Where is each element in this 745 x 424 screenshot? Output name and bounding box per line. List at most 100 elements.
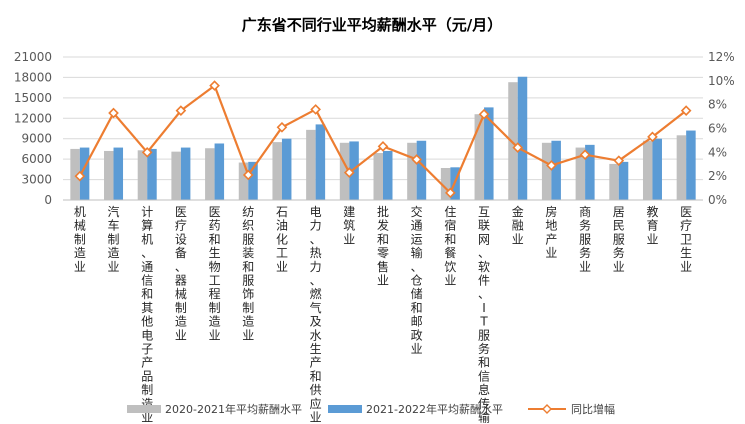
left-tick-label: 15000 bbox=[14, 91, 52, 105]
growth-marker bbox=[343, 167, 355, 178]
bar-2021-2022 bbox=[484, 107, 494, 200]
category-label: 医疗卫生业 bbox=[680, 205, 692, 274]
growth-marker bbox=[276, 121, 288, 133]
left-tick-label: 9000 bbox=[21, 132, 52, 146]
legend-label-2020-2021: 2020-2021年平均薪酬水平 bbox=[165, 402, 302, 416]
category-label: 汽车制造业 bbox=[108, 204, 120, 274]
bar-2020-2021 bbox=[407, 142, 417, 200]
bar-2020-2021 bbox=[205, 148, 215, 200]
growth-marker bbox=[242, 169, 254, 181]
bar-2020-2021 bbox=[474, 114, 485, 200]
bar-2021-2022 bbox=[281, 138, 292, 200]
category-label: 计算机、通信和其他电子产品制造业 bbox=[141, 205, 153, 424]
category-label: 金融业 bbox=[512, 204, 524, 246]
growth-marker bbox=[411, 154, 423, 165]
legend-swatch-2020-2021 bbox=[127, 405, 161, 413]
growth-line-series bbox=[74, 80, 692, 199]
growth-marker bbox=[478, 108, 490, 120]
bar-2021-2022 bbox=[180, 147, 191, 200]
category-label: 电力、热力、燃气及水生产和供应业 bbox=[310, 205, 322, 424]
bar-2021-2022 bbox=[517, 76, 528, 200]
left-tick-label: 3000 bbox=[21, 173, 52, 187]
growth-marker bbox=[141, 147, 153, 158]
legend-label-2021-2022: 2021-2022年平均薪酬水平 bbox=[366, 402, 503, 416]
growth-marker bbox=[579, 149, 591, 161]
right-tick-label: 0% bbox=[708, 193, 727, 207]
bar-2020-2021 bbox=[238, 162, 249, 200]
bar-2021-2022 bbox=[248, 161, 258, 200]
legend-swatch-2021-2022 bbox=[328, 405, 362, 413]
left-tick-label: 6000 bbox=[21, 152, 52, 166]
gridlines bbox=[63, 56, 703, 181]
bar-2020-2021 bbox=[575, 147, 586, 200]
category-label: 商务服务业 bbox=[579, 204, 591, 274]
category-label: 医疗设备、器械制造业 bbox=[175, 205, 187, 342]
category-label: 医药和生物工程制造业 bbox=[209, 205, 221, 342]
category-label: 居民服务业 bbox=[613, 205, 625, 274]
legend: 2020-2021年平均薪酬水平 2021-2022年平均薪酬水平 同比增幅 bbox=[127, 402, 615, 416]
category-label: 互联网、软件、IT服务和信息传输业 bbox=[478, 205, 490, 424]
bar-2021-2022 bbox=[147, 148, 157, 200]
growth-marker bbox=[310, 104, 321, 115]
bar-2020-2021 bbox=[676, 135, 687, 200]
bar-2020-2021 bbox=[171, 151, 181, 200]
bar-2021-2022 bbox=[652, 138, 662, 200]
bar-2020-2021 bbox=[508, 82, 518, 200]
left-tick-label: 12000 bbox=[14, 111, 52, 125]
category-label: 住宿和餐饮业 bbox=[444, 205, 456, 288]
growth-marker bbox=[209, 80, 220, 91]
right-tick-label: 10% bbox=[708, 74, 735, 88]
category-label: 教育业 bbox=[646, 204, 658, 246]
category-label: 房地产业 bbox=[545, 204, 557, 260]
category-label: 纺织服装和服饰制造业 bbox=[242, 205, 254, 342]
bar-2021-2022 bbox=[349, 141, 359, 200]
category-label: 批发和零售业 bbox=[377, 204, 389, 288]
bar-2021-2022 bbox=[113, 147, 124, 200]
growth-marker bbox=[613, 155, 625, 167]
legend-label-growth: 同比增幅 bbox=[571, 402, 615, 416]
left-axis: 0 3000 6000 9000 12000 15000 18000 21000 bbox=[14, 50, 52, 207]
bar-2020-2021 bbox=[642, 140, 653, 200]
growth-marker bbox=[445, 187, 456, 199]
growth-marker bbox=[647, 131, 658, 143]
bar-2021-2022 bbox=[79, 147, 90, 200]
category-labels: 机械制造业 汽车制造业 计算机、通信和其他电子产品制造业 医疗设备、器械制造业 医药和生… bbox=[74, 204, 692, 424]
bar-2020-2021 bbox=[609, 163, 619, 200]
category-label: 建筑业 bbox=[343, 205, 355, 246]
right-tick-label: 6% bbox=[708, 122, 727, 136]
growth-marker bbox=[680, 105, 692, 116]
bar-2021-2022 bbox=[214, 143, 225, 200]
bar-2020-2021 bbox=[373, 153, 383, 200]
right-axis: 0% 2% 4% 6% 8% 10% 12% bbox=[708, 50, 735, 207]
bar-2021-2022 bbox=[585, 144, 595, 200]
growth-marker bbox=[512, 142, 524, 153]
category-label: 交通运输、仓储和邮政业 bbox=[411, 204, 423, 356]
category-label: 石油化工业 bbox=[276, 205, 288, 274]
growth-marker bbox=[546, 160, 557, 171]
bar-2020-2021 bbox=[272, 142, 282, 200]
bar-2020-2021 bbox=[541, 142, 552, 200]
category-label: 机械制造业 bbox=[74, 205, 86, 274]
right-tick-label: 2% bbox=[708, 169, 727, 183]
growth-marker bbox=[108, 107, 119, 119]
right-tick-label: 12% bbox=[708, 50, 735, 64]
bar-2020-2021 bbox=[306, 129, 316, 200]
bar-2021-2022 bbox=[551, 140, 561, 200]
left-tick-label: 21000 bbox=[14, 50, 52, 64]
bar-2020-2021 bbox=[104, 150, 114, 200]
right-tick-label: 8% bbox=[708, 98, 727, 112]
legend-marker-growth bbox=[542, 404, 552, 414]
growth-marker bbox=[175, 105, 187, 116]
chart-title: 广东省不同行业平均薪酬水平（元/月） bbox=[242, 16, 502, 34]
bar-2021-2022 bbox=[686, 130, 696, 200]
bar-2020-2021 bbox=[137, 150, 148, 200]
bar-2020-2021 bbox=[339, 142, 350, 200]
bar-2021-2022 bbox=[416, 140, 427, 200]
bar-2020-2021 bbox=[70, 148, 80, 200]
bar-2021-2022 bbox=[315, 124, 326, 200]
bar-2021-2022 bbox=[618, 161, 629, 200]
right-tick-label: 4% bbox=[708, 145, 727, 159]
growth-marker bbox=[74, 170, 86, 182]
bar-series bbox=[70, 76, 696, 200]
